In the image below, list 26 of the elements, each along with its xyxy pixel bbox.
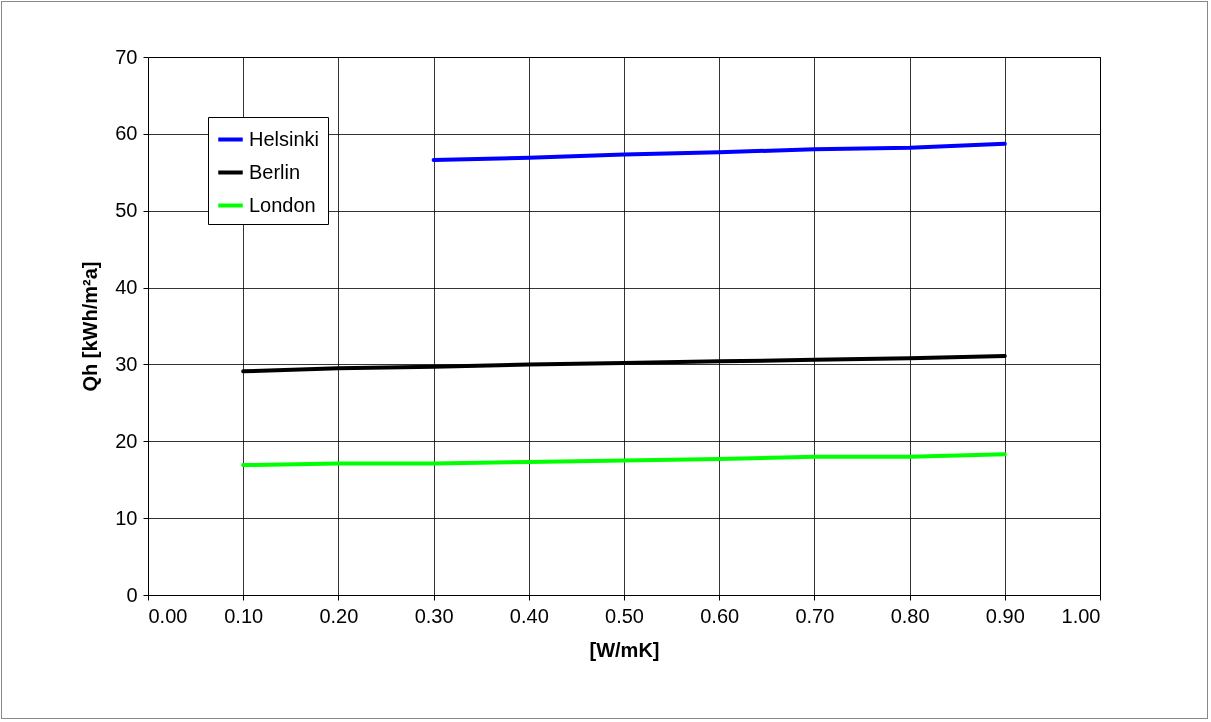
x-tick-label: 0.50	[605, 604, 644, 627]
y-axis-title: Qh [kWh/m²a]	[79, 261, 102, 392]
y-tick-label: 50	[115, 199, 138, 222]
y-tick-label: 70	[115, 45, 138, 68]
x-tick-label: 0.70	[795, 604, 835, 627]
legend-label: London	[249, 193, 316, 216]
x-tick-label: 0.30	[414, 604, 454, 627]
x-tick-label: 0.80	[890, 604, 930, 627]
y-tick-label: 20	[115, 429, 138, 452]
y-tick-label: 40	[115, 276, 138, 299]
x-tick-label: 0.40	[509, 604, 549, 627]
x-tick-label: 0.00	[148, 604, 188, 627]
x-tick-label: 0.90	[985, 604, 1025, 627]
y-tick-label: 60	[115, 122, 138, 145]
x-axis-title: [W/mK]	[589, 638, 660, 661]
x-tick-label: 0.10	[224, 604, 264, 627]
legend-label: Helsinki	[249, 127, 320, 150]
legend-label: Berlin	[249, 160, 301, 183]
x-tick-label: 0.60	[700, 604, 740, 627]
line-series	[431, 141, 1007, 162]
line-series	[241, 452, 1007, 468]
x-tick-label: 0.20	[319, 604, 359, 627]
y-tick-label: 0	[126, 583, 138, 606]
x-tick-label: 1.00	[1061, 604, 1101, 627]
y-tick-label: 10	[115, 506, 138, 529]
y-tick-label: 30	[115, 352, 138, 375]
